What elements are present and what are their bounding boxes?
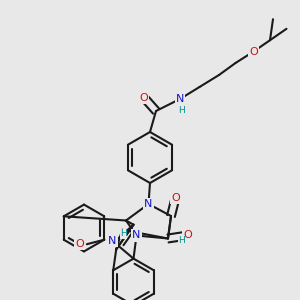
Text: N: N: [108, 236, 117, 246]
Text: H: H: [120, 229, 127, 238]
Text: O: O: [183, 230, 192, 241]
Text: O: O: [75, 239, 84, 249]
Text: N: N: [144, 199, 153, 209]
Text: N: N: [132, 230, 141, 241]
Text: H: H: [178, 236, 185, 245]
Text: N: N: [176, 94, 184, 104]
Text: O: O: [249, 46, 258, 57]
Text: O: O: [171, 193, 180, 203]
Text: H: H: [178, 106, 185, 115]
Text: O: O: [140, 92, 148, 103]
